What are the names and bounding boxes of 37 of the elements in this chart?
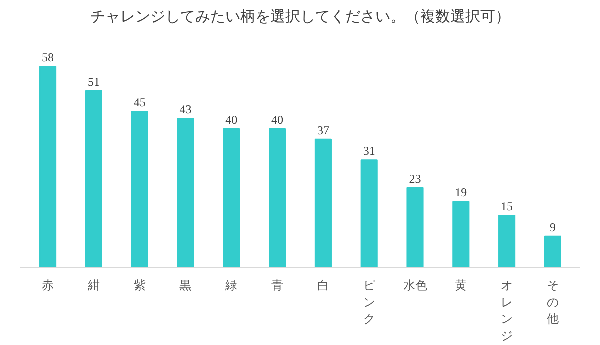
x-tick-label: 黒 [180, 278, 192, 292]
bar [406, 187, 424, 268]
x-tick-label: 青 [272, 278, 284, 292]
data-label: 23 [409, 172, 422, 186]
bar [498, 215, 516, 268]
data-label: 19 [455, 186, 468, 200]
bar [452, 201, 470, 268]
data-label: 45 [134, 96, 146, 110]
data-label: 9 [550, 220, 556, 234]
data-label: 40 [272, 112, 284, 127]
chart-title: チャレンジしてみたい柄を選択してください。（複数選択可） [90, 8, 510, 26]
data-label: 15 [501, 200, 514, 214]
data-label: 58 [42, 50, 54, 65]
bar [40, 66, 57, 268]
x-tick-label: オレンジ [501, 278, 514, 343]
bar [314, 138, 332, 268]
x-tick-label: 紺 [86, 278, 100, 292]
data-label: 37 [317, 123, 330, 138]
x-tick-label: 白 [317, 278, 330, 292]
bar [360, 160, 378, 268]
x-tick-label: 緑 [224, 278, 238, 292]
data-label: 51 [88, 74, 100, 89]
data-label: 43 [180, 102, 192, 117]
bar [85, 90, 102, 268]
x-tick-label: 水色 [403, 278, 428, 292]
bar [544, 236, 562, 268]
bar [177, 118, 194, 268]
x-tick-label: 赤 [42, 278, 54, 292]
x-tick-label: 紫 [134, 278, 146, 292]
bar [269, 128, 286, 268]
data-label: 40 [226, 112, 238, 127]
x-tick-label: その他 [546, 278, 559, 326]
data-label: 31 [363, 144, 376, 158]
bar [131, 111, 148, 268]
bar [223, 128, 240, 268]
x-tick-label: 黄 [455, 278, 468, 292]
x-tick-label: ピンク [363, 278, 376, 326]
